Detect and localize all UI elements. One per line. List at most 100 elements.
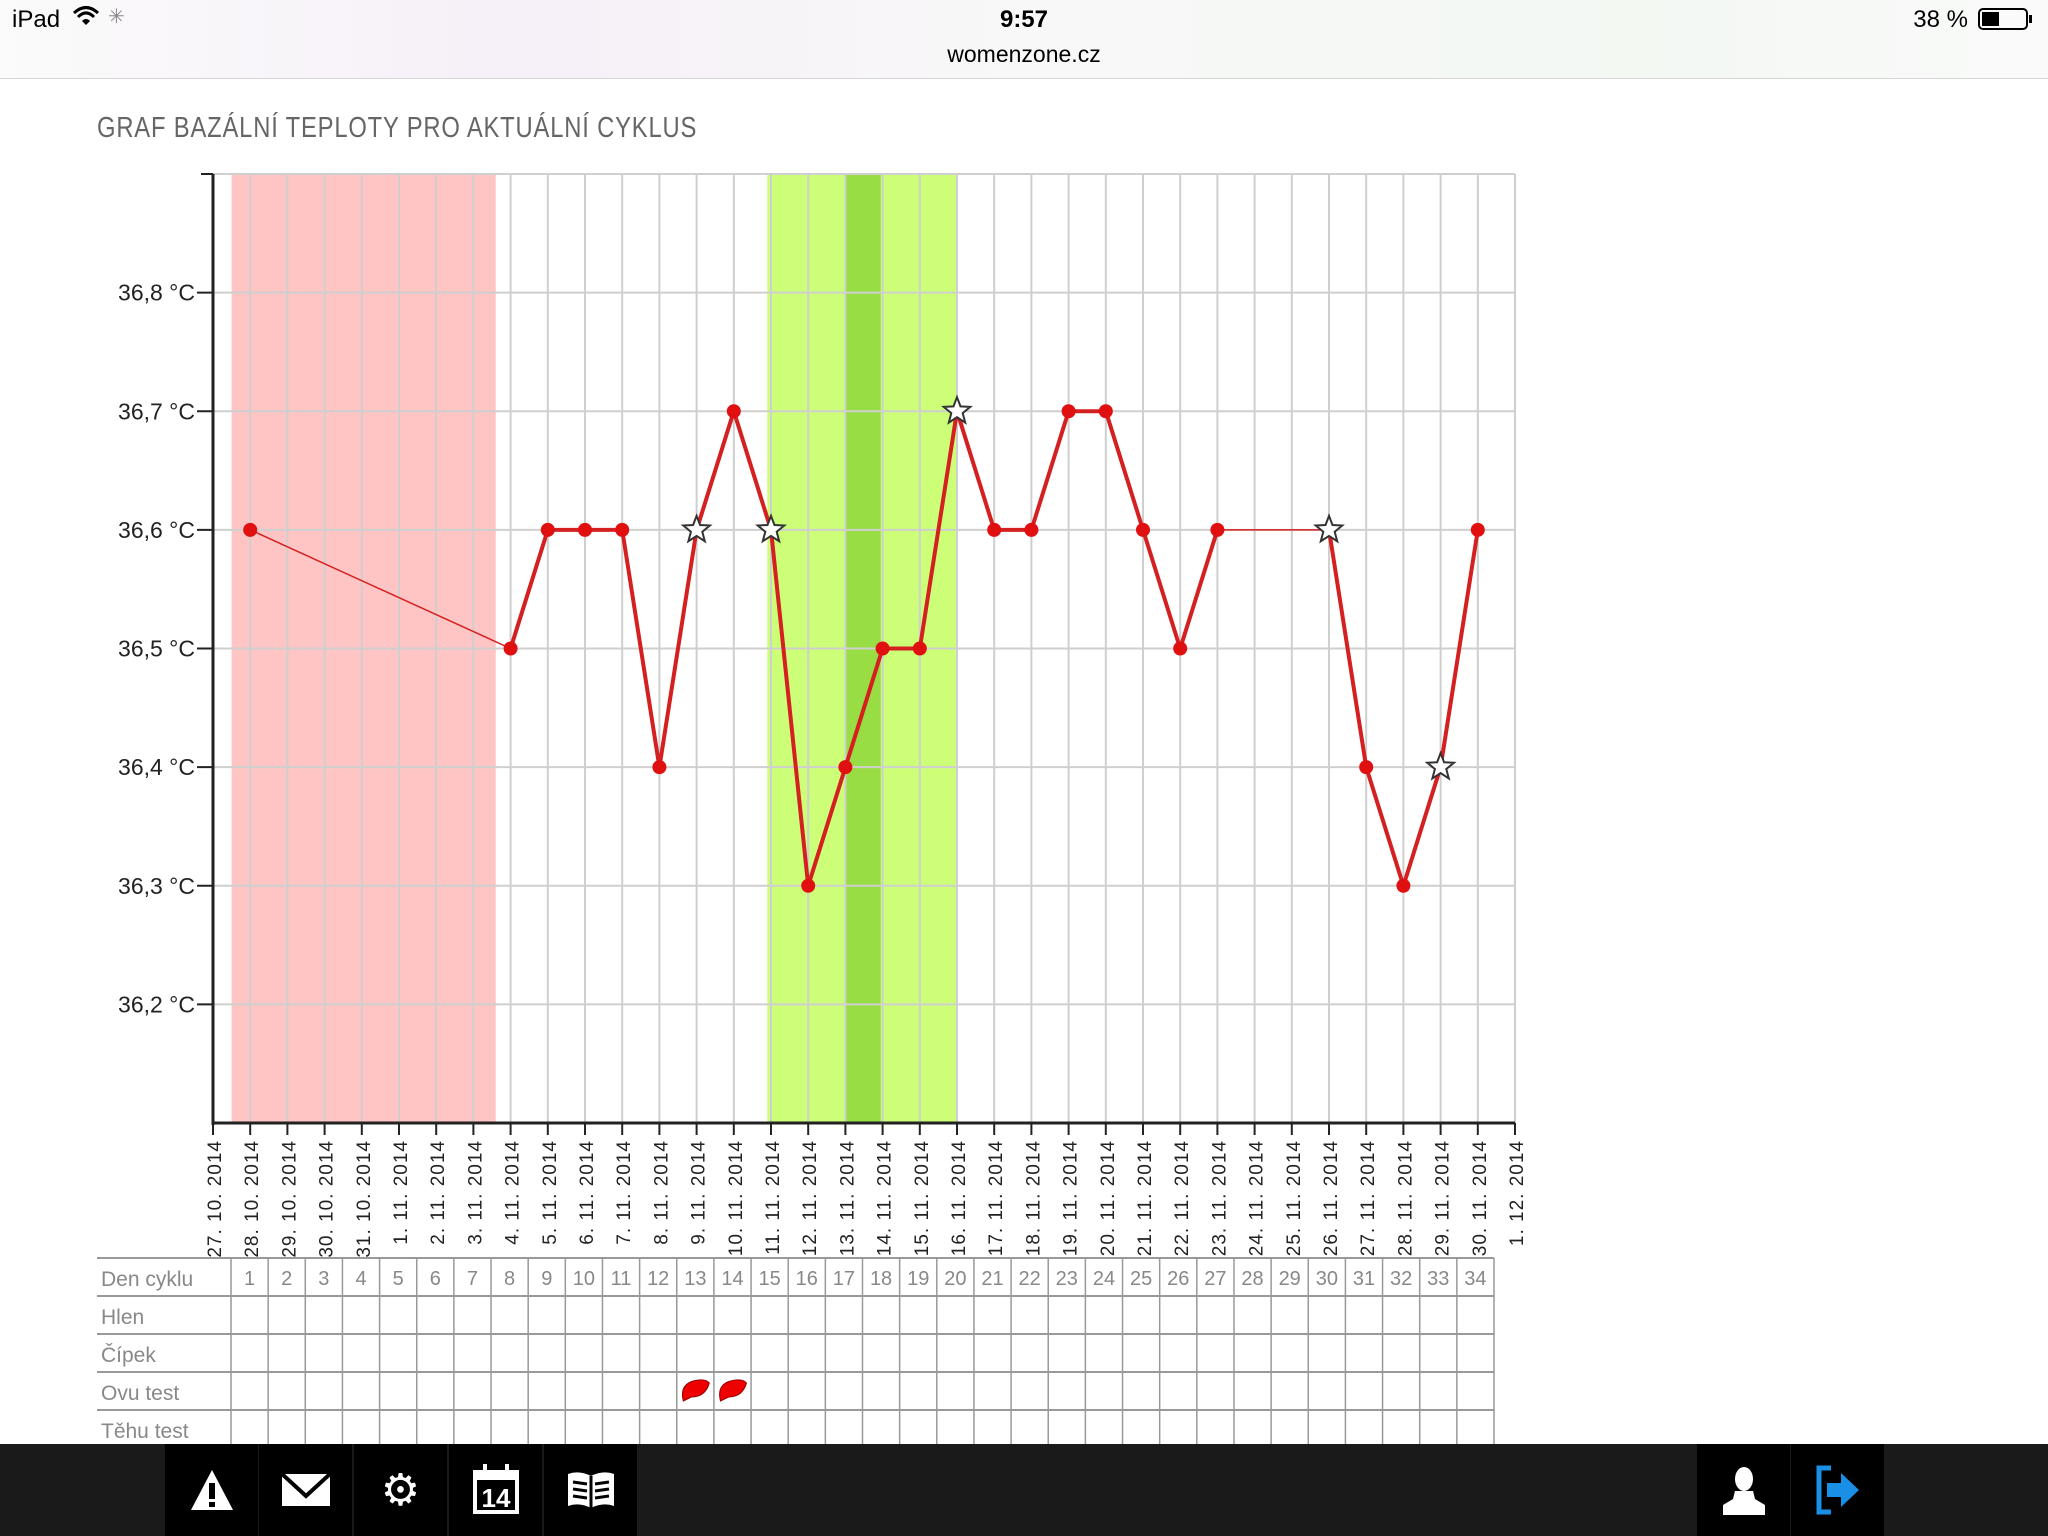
table-day-cell: 20 <box>944 1268 966 1290</box>
settings-button[interactable]: ⚙ <box>354 1444 449 1536</box>
x-tick-label: 27. 10. 2014 <box>205 1140 226 1258</box>
table-day-cell: 31 <box>1353 1268 1375 1290</box>
x-tick-label: 24. 11. 2014 <box>1247 1140 1268 1256</box>
table-row-label: Den cyklu <box>101 1268 193 1291</box>
data-point <box>1210 522 1225 537</box>
table-day-cell: 34 <box>1464 1268 1486 1290</box>
data-point <box>1136 522 1150 537</box>
x-tick-label: 30. 10. 2014 <box>317 1140 338 1258</box>
table-day-cell: 23 <box>1056 1268 1078 1290</box>
series-segment <box>955 409 997 532</box>
series-segment <box>1029 409 1071 532</box>
table-day-cell: 13 <box>684 1268 706 1290</box>
calendar-button[interactable]: 14 <box>449 1444 544 1536</box>
y-tick-label: 36,3 °C <box>118 873 195 899</box>
table-day-cell: 3 <box>318 1268 329 1290</box>
table-day-cell: 21 <box>981 1268 1003 1290</box>
book-icon <box>567 1472 614 1508</box>
calendar-number: 14 <box>481 1483 510 1513</box>
x-tick-label: 21. 11. 2014 <box>1135 1140 1156 1256</box>
device-label: iPad <box>12 6 61 33</box>
table-day-cell: 18 <box>870 1268 892 1290</box>
x-tick-label: 31. 10. 2014 <box>354 1140 375 1258</box>
series-segment <box>769 527 811 888</box>
x-tick-label: 5. 11. 2014 <box>540 1140 561 1245</box>
x-tick-label: 16. 11. 2014 <box>949 1140 970 1256</box>
x-tick-label: 28. 10. 2014 <box>242 1140 263 1258</box>
battery-label: 38 % <box>1913 6 1968 33</box>
url-label[interactable]: womenzone.cz <box>947 41 1101 67</box>
bbt-chart: 36,2 °C 36,3 °C 36,4 °C 36,5 °C 36,6 °C 36,7 … <box>97 173 1528 1444</box>
data-point <box>801 878 816 893</box>
table-day-cell: 15 <box>759 1268 781 1290</box>
series-segment <box>731 409 773 532</box>
table-day-cell: 22 <box>1019 1268 1041 1290</box>
diary-button[interactable] <box>544 1444 639 1536</box>
x-tick-label: 6. 11. 2014 <box>577 1140 598 1245</box>
table-day-cell: 11 <box>611 1268 632 1290</box>
table-day-cell: 1 <box>244 1268 255 1290</box>
profile-icon <box>1722 1467 1765 1515</box>
x-tick-label: 1. 11. 2014 <box>391 1140 412 1245</box>
table-day-cell: 28 <box>1241 1268 1263 1290</box>
x-tick-label: 15. 11. 2014 <box>912 1140 933 1256</box>
table-day-cell: 4 <box>355 1268 366 1290</box>
y-tick-label: 36,6 °C <box>118 517 195 543</box>
x-tick-label: 23. 11. 2014 <box>1209 1140 1230 1256</box>
series-segment <box>1438 527 1480 770</box>
table-day-cell: 17 <box>833 1268 855 1290</box>
table-day-cell: 2 <box>281 1268 292 1290</box>
table-day-cell: 24 <box>1093 1268 1115 1290</box>
table-day-cell: 5 <box>393 1268 404 1290</box>
table-day-cell: 9 <box>541 1268 552 1290</box>
y-tick-label: 36,7 °C <box>118 398 195 424</box>
series-segment <box>806 765 848 888</box>
series-segment <box>694 409 736 532</box>
table-day-cell: 32 <box>1390 1268 1412 1290</box>
logout-button[interactable] <box>1791 1444 1886 1536</box>
warning-button[interactable] <box>165 1444 260 1536</box>
x-tick-label: 7. 11. 2014 <box>614 1140 635 1245</box>
x-tick-label: 3. 11. 2014 <box>465 1140 486 1245</box>
table-day-cell: 10 <box>573 1268 595 1290</box>
loading-spinner-icon: ✳ <box>108 6 125 28</box>
table-day-cell: 27 <box>1204 1268 1226 1290</box>
data-point-star <box>1424 750 1457 781</box>
data-point <box>540 522 555 537</box>
calendar-icon: 14 <box>472 1464 519 1514</box>
chart-title: GRAF BAZÁLNÍ TEPLOTY PRO AKTUÁLNÍ CYKLUS <box>97 112 698 144</box>
data-point <box>726 404 741 419</box>
data-point <box>1061 404 1076 419</box>
x-tick-label: 17. 11. 2014 <box>986 1140 1007 1256</box>
series-segment <box>1364 765 1406 888</box>
data-point <box>1024 522 1039 537</box>
series-segment <box>1141 527 1183 651</box>
y-tick-label: 36,8 °C <box>118 280 195 306</box>
data-point-star <box>755 513 787 544</box>
table-day-cell: 6 <box>430 1268 441 1290</box>
warning-icon <box>190 1470 233 1510</box>
status-bar: iPad ✳ 9:57 womenzone.cz 38 % <box>0 0 2048 79</box>
settings-icon: ⚙ <box>380 1465 421 1515</box>
table-day-cell: 30 <box>1316 1268 1338 1290</box>
table-day-cell: 29 <box>1279 1268 1301 1290</box>
table-row-label: Těhu test <box>101 1420 189 1443</box>
x-tick-label: 4. 11. 2014 <box>503 1140 524 1245</box>
x-tick-label: 10. 11. 2014 <box>726 1140 747 1256</box>
series-segment <box>249 529 512 650</box>
profile-button[interactable] <box>1697 1444 1792 1536</box>
data-point <box>1173 641 1188 656</box>
data-point <box>615 522 630 537</box>
mail-button[interactable] <box>259 1444 354 1536</box>
table-day-cell: 12 <box>647 1268 669 1290</box>
data-point-star <box>1313 513 1345 544</box>
x-tick-label: 14. 11. 2014 <box>875 1140 896 1256</box>
series-segment <box>917 409 959 651</box>
data-point <box>1359 760 1374 775</box>
data-point <box>1098 404 1113 419</box>
series-segment <box>843 646 885 770</box>
data-point <box>243 522 258 537</box>
series-segment <box>1178 527 1220 651</box>
x-tick-label: 13. 11. 2014 <box>837 1140 858 1256</box>
data-point-star <box>680 513 713 544</box>
